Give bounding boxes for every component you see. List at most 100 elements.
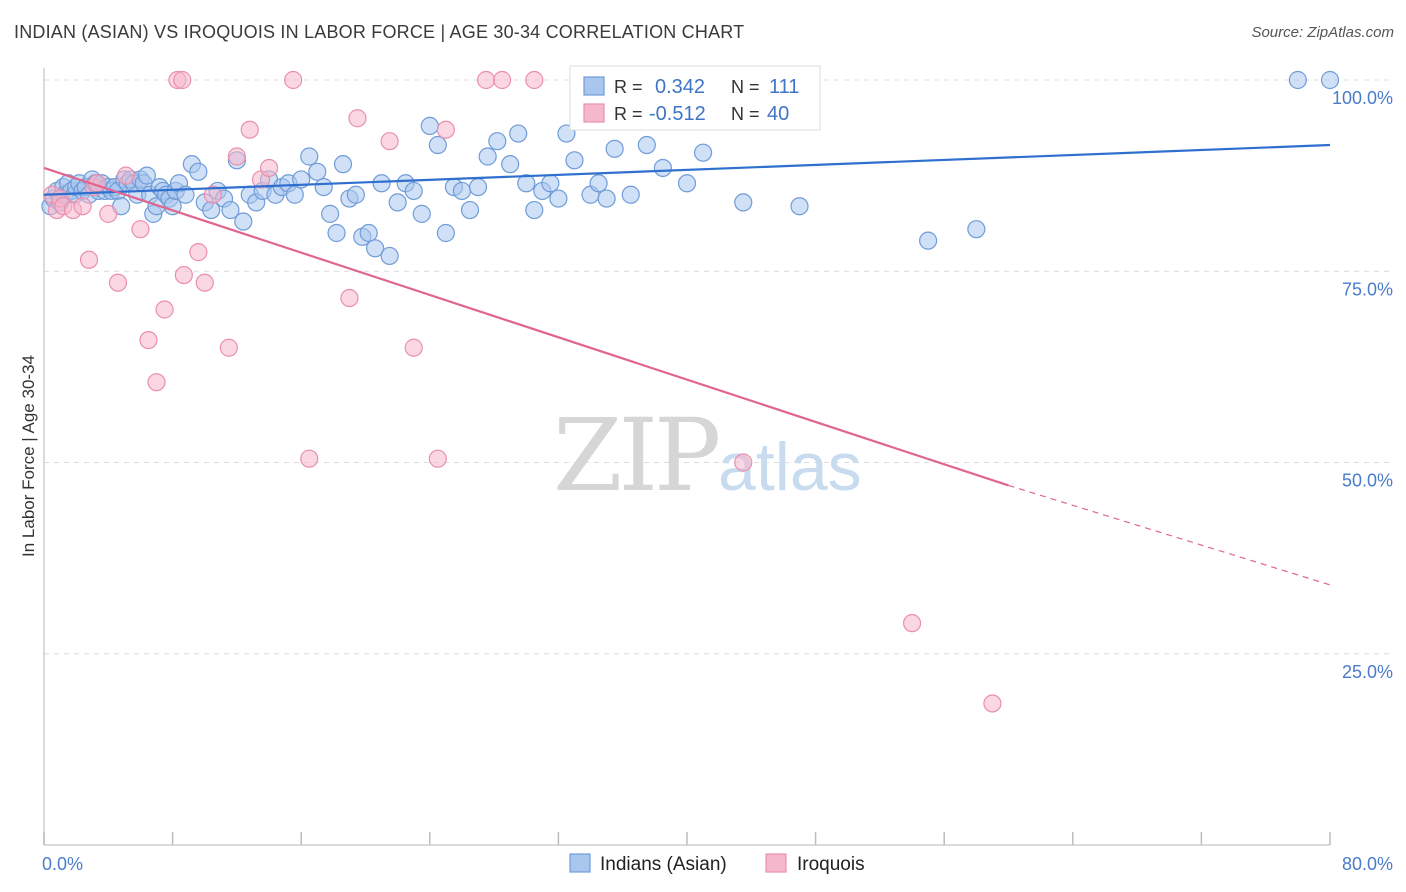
iroquois-point [259, 158, 279, 178]
indians-asian-point [565, 151, 584, 170]
iroquois-point [116, 166, 136, 185]
watermark: ZIP atlas [553, 397, 862, 514]
indians-asian-point [420, 116, 439, 136]
indians-asian-point [372, 174, 391, 193]
legend-n-value-2: 40 [767, 103, 789, 125]
iroquois-point [189, 243, 208, 262]
legend-swatch-blue [583, 76, 605, 96]
indians-asian-point [346, 185, 365, 204]
y-tick-label: 75.0% [1342, 279, 1393, 299]
indians-asian-point [333, 155, 353, 174]
indians-asian-point [234, 212, 253, 231]
indians-asian-point [637, 135, 656, 155]
iroquois-point [139, 331, 158, 350]
legend-swatch-pink [583, 103, 605, 123]
indians-asian-point [1320, 70, 1340, 90]
iroquois-point [380, 132, 399, 151]
indians-asian-point [327, 223, 346, 243]
iroquois-point [147, 373, 166, 392]
iroquois-point [493, 70, 512, 90]
indians-asian-point [460, 200, 480, 220]
indians-asian-point [137, 166, 156, 185]
iroquois-point [436, 120, 455, 139]
indians-asian-point [1288, 70, 1307, 90]
indians-asian-point [321, 204, 340, 223]
indians-asian-point [308, 162, 327, 181]
y-tick-label: 100.0% [1332, 88, 1393, 108]
indians-asian-point [359, 223, 378, 243]
points-layer [41, 70, 1340, 713]
bottom-legend-label-iroquois: Iroquois [797, 854, 865, 875]
iroquois-point [348, 109, 367, 128]
indians-asian-point [404, 181, 423, 201]
iroquois-point [902, 614, 922, 633]
iroquois-point [300, 449, 319, 468]
iroquois-point [734, 453, 753, 472]
legend-r-value-1: 0.342 [655, 76, 705, 98]
y-tick-label: 50.0% [1342, 471, 1393, 491]
iroquois-point [73, 197, 92, 216]
iroquois-point [195, 273, 214, 292]
bottom-legend: Indians (Asian) Iroquois [569, 853, 865, 875]
chart-title: INDIAN (ASIAN) VS IROQUOIS IN LABOR FORC… [14, 22, 745, 42]
indians-asian-point [468, 178, 488, 197]
legend-n-label-2: N = [731, 104, 760, 124]
bottom-legend-swatch-blue [569, 853, 591, 873]
indians-asian-point [314, 178, 333, 197]
legend-n-label-1: N = [731, 77, 760, 97]
indians-asian-point [189, 162, 208, 181]
legend-r-label-1: R = [614, 77, 643, 97]
grid-layer [44, 79, 1390, 655]
legend-r-value-2: -0.512 [649, 103, 706, 125]
iroquois-trendline-extrapolation [1008, 484, 1331, 586]
indians-asian-point [653, 158, 672, 178]
iroquois-point [428, 449, 447, 468]
indians-asian-point [488, 132, 507, 151]
indians-asian-point [452, 181, 472, 201]
indians-asian-point [388, 193, 407, 212]
legend-n-value-1: 111 [769, 76, 799, 98]
indians-asian-point [300, 147, 319, 166]
iroquois-point [131, 220, 150, 239]
indians-asian-point [589, 174, 608, 193]
iroquois-trendline [43, 166, 1009, 487]
tick-label-layer: 25.0% 50.0% 75.0% 100.0% 0.0% 80.0% [42, 88, 1393, 874]
legend-box: R = 0.342 N = 111 R = -0.512 N = 40 [569, 65, 821, 131]
iroquois-point [174, 265, 193, 285]
x-tick-label-min: 0.0% [42, 854, 83, 874]
iroquois-point [219, 338, 238, 357]
iroquois-point [108, 273, 128, 292]
legend-r-label-2: R = [614, 104, 643, 124]
indians-asian-point [436, 223, 455, 243]
iroquois-point [340, 288, 359, 308]
iroquois-point [99, 204, 118, 223]
x-tick-label-max: 80.0% [1342, 854, 1393, 874]
trend-layer [43, 143, 1331, 586]
iroquois-point [284, 70, 303, 90]
indians-asian-point [919, 231, 938, 250]
iroquois-point [155, 300, 174, 319]
indians-asian-point [509, 124, 528, 143]
indians-asian-point [221, 200, 240, 220]
indians-asian-point [790, 197, 809, 216]
indians-asian-point [366, 239, 385, 258]
iroquois-point [227, 147, 246, 166]
iroquois-point [525, 70, 544, 90]
iroquois-point [476, 70, 496, 90]
y-axis-label: In Labor Force | Age 30-34 [19, 355, 38, 557]
indians-asian-point [412, 204, 431, 223]
indians-asian-point [734, 193, 753, 212]
indians-asian-point [501, 155, 520, 174]
indians-asian-point [517, 174, 536, 193]
iroquois-point [983, 694, 1002, 713]
indians-asian-point [285, 185, 304, 204]
indians-asian-point [621, 185, 640, 204]
indians-asian-point [693, 143, 713, 162]
indians-asian-point [525, 200, 544, 220]
indians-asian-trendline [43, 143, 1331, 196]
indians-asian-point [380, 246, 399, 266]
indians-asian-point [677, 174, 697, 193]
indians-asian-point [549, 189, 568, 208]
watermark-zip: ZIP [553, 397, 718, 514]
